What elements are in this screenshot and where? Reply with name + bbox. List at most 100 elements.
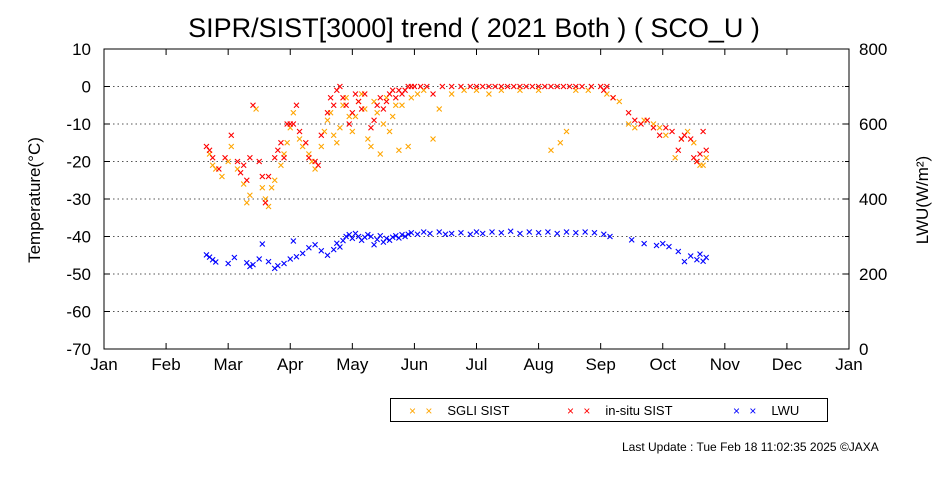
lwu-point [697,251,703,258]
legend-label-lwu: LWU [771,403,800,418]
insitu-point [228,132,235,139]
lwu-point [517,230,523,237]
lwu-point [563,229,570,235]
x-tick-label: Jan [835,355,862,374]
lwu-point [526,229,533,235]
insitu-point [281,154,287,161]
insitu-point [243,177,250,184]
insitu-point [588,83,595,90]
insitu-point [290,121,297,127]
y2-tick-label: 400 [859,190,887,209]
insitu-point [566,83,573,90]
insitu-point [492,83,499,90]
data-points [203,83,710,272]
sgli-point [414,91,421,97]
sgli-point [219,173,225,180]
sgli-point [486,91,492,97]
sgli-point [563,128,570,135]
insitu-point [247,154,253,161]
y2-tick-label: 200 [859,265,887,284]
lwu-point [389,234,396,241]
insitu-point [250,102,256,109]
y-tick-label: -70 [66,340,91,359]
insitu-point [625,109,632,116]
x-tick-label: Aug [523,355,553,374]
insitu-point [703,147,710,154]
insitu-point [644,117,651,124]
sgli-point [337,124,343,131]
lwu-point [287,256,294,262]
sgli-point [318,143,325,150]
lwu-point [399,231,405,238]
insitu-point [358,106,365,112]
sgli-point [656,124,663,131]
lwu-point [653,242,660,249]
insitu-point [610,94,616,101]
sgli-point [405,143,412,150]
lwu-point [498,229,505,236]
y-axis-label: Temperature(°C) [25,137,44,263]
insitu-point [479,83,486,90]
sgli-point [284,139,291,146]
y-axis-left: 10 0 -10 -20 -30 -40 -50 -60 -70 [66,40,110,359]
lwu-point [274,262,281,269]
insitu-point [473,83,480,90]
insitu-point [209,154,216,161]
insitu-point [278,139,284,146]
insitu-point [318,132,325,139]
sgli-point [271,177,278,184]
insitu-point [368,124,374,131]
y-tick-label: 10 [72,40,91,59]
y-tick-label: -50 [66,265,91,284]
chart-title: SIPR/SIST[3000] trend ( 2021 Both ) ( SC… [188,13,760,43]
lwu-point [666,243,672,250]
sgli-point [392,102,399,109]
sgli-point [616,98,623,105]
x-tick-label: May [336,355,369,374]
lwu-point [545,229,551,235]
insitu-point [374,102,381,109]
lwu-point [591,229,598,236]
lwu-point [402,233,408,240]
sgli-point [625,121,632,127]
insitu-point [315,162,322,169]
y2-axis-label: LWU(W/m²) [913,156,932,244]
insitu-point [327,94,334,101]
insitu-point [579,83,585,90]
lwu-point [231,254,238,261]
sgli-point [548,147,554,154]
x-tick-label: Dec [772,355,803,374]
insitu-point [631,117,638,124]
lwu-point [467,231,474,238]
lwu-point [203,251,210,258]
lwu-point [281,260,287,267]
sgli-point [364,136,371,142]
insitu-point [340,94,346,101]
insitu-point [222,154,228,161]
insitu-point [662,124,669,131]
lwu-point [392,232,399,239]
insitu-point [296,128,303,135]
insitu-point [302,139,309,146]
y2-tick-label: 600 [859,115,887,134]
legend: × × SGLI SIST × × in-situ SIST × × LWU [390,398,828,422]
insitu-point [274,147,281,154]
lwu-point [324,252,331,259]
lwu-point [330,246,337,253]
insitu-point [234,158,241,165]
lwu-point [489,229,495,235]
y-tick-label: -40 [66,228,91,247]
sgli-point [672,154,679,161]
insitu-point [694,158,700,165]
insitu-point [656,132,663,139]
lwu-point [377,232,384,239]
lwu-point [349,235,356,242]
lwu-point [473,229,480,235]
sgli-point [368,143,374,150]
insitu-point [700,128,706,135]
lwu-point [607,233,613,240]
sgli-point [557,139,564,146]
lwu-point [290,238,297,244]
x-tick-label: Apr [277,355,304,374]
insitu-point [237,169,244,176]
